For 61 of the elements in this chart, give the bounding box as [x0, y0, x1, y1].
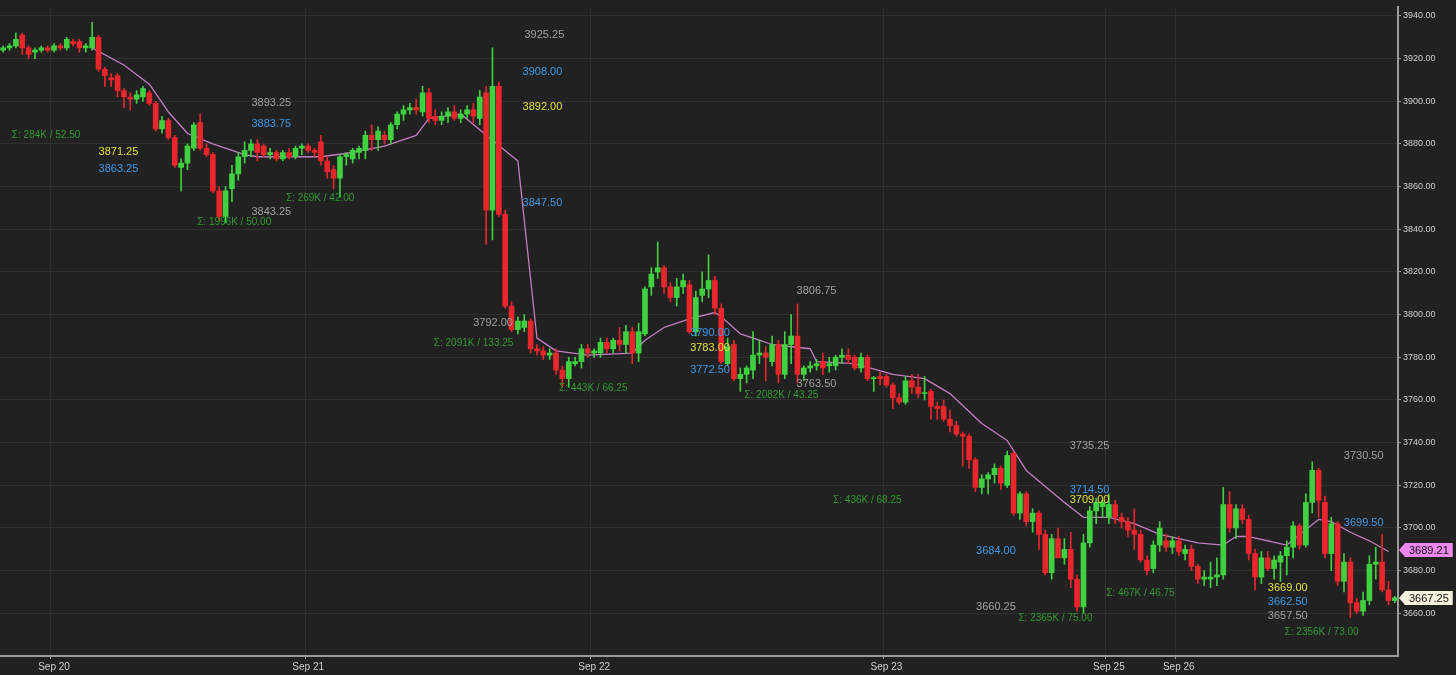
- annotation: 3925.25: [524, 28, 565, 41]
- annotation: 3883.75: [251, 117, 292, 130]
- y-tick-label: 3760.00: [1403, 394, 1436, 405]
- annotation: 3660.25: [976, 600, 1016, 613]
- candlestick: [699, 271, 706, 303]
- annotation: Σ: 269K / 42.00: [285, 191, 355, 203]
- x-tick-label: Sep 20: [38, 660, 71, 672]
- y-tick-label: 3680.00: [1403, 565, 1436, 576]
- y-tick-label: 3920.00: [1403, 53, 1436, 64]
- y-tick-label: 3860.00: [1403, 181, 1436, 192]
- annotation: Σ: 436K / 68.25: [833, 493, 902, 505]
- annotation: 3871.25: [98, 145, 139, 158]
- candlestick: [368, 124, 375, 151]
- annotation: 3772.50: [690, 363, 730, 376]
- annotation: Σ: 443K / 66.25: [559, 381, 628, 393]
- annotation: 3730.50: [1343, 449, 1384, 462]
- annotation: 3735.25: [1069, 439, 1110, 452]
- annotation: 3806.75: [796, 284, 837, 297]
- y-tick-label: 3800.00: [1403, 309, 1436, 320]
- y-tick-label: 3740.00: [1403, 437, 1436, 448]
- annotation: 3657.50: [1267, 609, 1308, 622]
- candlestick: [762, 346, 769, 382]
- y-tick-label: 3880.00: [1403, 138, 1436, 149]
- annotation: 3847.50: [522, 196, 563, 209]
- annotation: 3908.00: [522, 65, 563, 78]
- annotation: 3892.00: [522, 100, 563, 113]
- y-tick-label: 3720.00: [1403, 479, 1436, 490]
- annotation: 3669.00: [1267, 581, 1308, 594]
- annotation: 3843.25: [251, 205, 292, 218]
- y-tick-label: 3820.00: [1403, 266, 1436, 277]
- annotation: 3699.50: [1343, 516, 1384, 529]
- x-tick-label: Sep 21: [292, 660, 325, 672]
- x-tick-label: Sep 22: [578, 660, 611, 672]
- annotation: 3763.50: [796, 377, 837, 390]
- y-tick-label: 3700.00: [1403, 522, 1436, 533]
- annotation: Σ: 2082K / 43.25: [744, 388, 819, 400]
- candlestick: [178, 158, 184, 192]
- annotation: Σ: 467K / 46.75: [1106, 586, 1176, 598]
- y-tick-label: 3840.00: [1403, 223, 1436, 234]
- y-tick-label: 3940.00: [1403, 10, 1436, 21]
- annotation: Σ: 2091K / 133.25: [433, 336, 514, 348]
- candlestick: [654, 241, 661, 279]
- x-tick-label: Sep 23: [870, 660, 903, 672]
- annotation: Σ: 2365K / 75.00: [1018, 611, 1093, 623]
- y-tick-label: 3660.00: [1403, 607, 1436, 618]
- x-tick-label: Sep 25: [1093, 660, 1126, 672]
- annotation: 3684.00: [976, 544, 1016, 557]
- candlestick: [870, 376, 877, 392]
- x-tick-label: Sep 26: [1162, 660, 1196, 672]
- annotation: Σ: 1996K / 50.00: [197, 215, 272, 227]
- candlestick: [413, 98, 420, 115]
- annotation: 3893.25: [251, 96, 292, 109]
- annotation: 3662.50: [1267, 595, 1308, 608]
- annotation: Σ: 284K / 52.50: [11, 128, 81, 140]
- annotation: 3863.25: [98, 162, 139, 175]
- text: 3689.21: [1409, 543, 1449, 556]
- annotation: Σ: 2356K / 73.00: [1284, 625, 1360, 637]
- annotation: 3714.50: [1069, 483, 1110, 496]
- text: 3667.25: [1409, 591, 1449, 604]
- y-tick-label: 3900.00: [1403, 95, 1436, 106]
- y-tick-label: 3780.00: [1403, 351, 1436, 362]
